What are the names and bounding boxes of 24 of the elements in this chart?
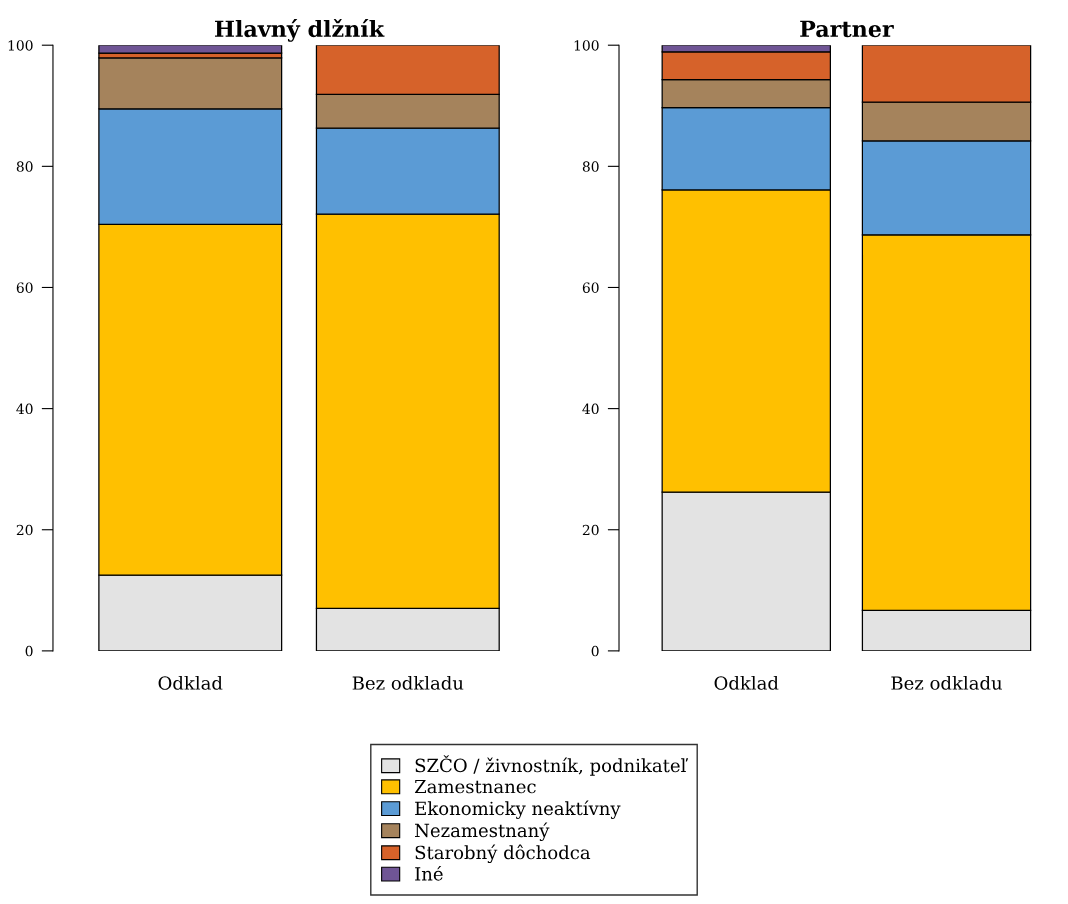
x-tick-label: Bez odkladu (891, 675, 1002, 690)
legend-label: Starobný dôchodca (415, 844, 591, 864)
y-tick-label: 80 (582, 161, 599, 172)
legend-label: SZČO / živnostník, podnikateľ (415, 755, 689, 776)
legend-label: Zamestnanec (414, 779, 536, 794)
y-tick-label: 20 (16, 524, 33, 536)
y-tick-label: 100 (574, 40, 599, 51)
y-tick-label: 20 (582, 524, 599, 536)
legend-label: Nezamestnaný (415, 822, 550, 841)
y-tick-label: 0 (25, 645, 33, 657)
legend-label: Iné (415, 865, 443, 881)
chart-title: Partner (800, 20, 894, 38)
y-tick-label: 40 (582, 403, 599, 415)
y-tick-label: 60 (582, 282, 599, 293)
y-tick-label: 60 (16, 282, 33, 293)
y-tick-label: 80 (16, 161, 33, 172)
y-tick-label: 0 (591, 645, 599, 657)
x-tick-label: Odklad (158, 675, 223, 690)
y-tick-label: 40 (16, 403, 33, 415)
chart-title: Hlavný dlžník (215, 19, 385, 42)
x-tick-label: Odklad (714, 675, 779, 690)
legend-label: Ekonomicky neaktívny (415, 800, 621, 819)
y-tick-label: 100 (8, 40, 33, 51)
x-tick-label: Bez odkladu (352, 675, 464, 690)
